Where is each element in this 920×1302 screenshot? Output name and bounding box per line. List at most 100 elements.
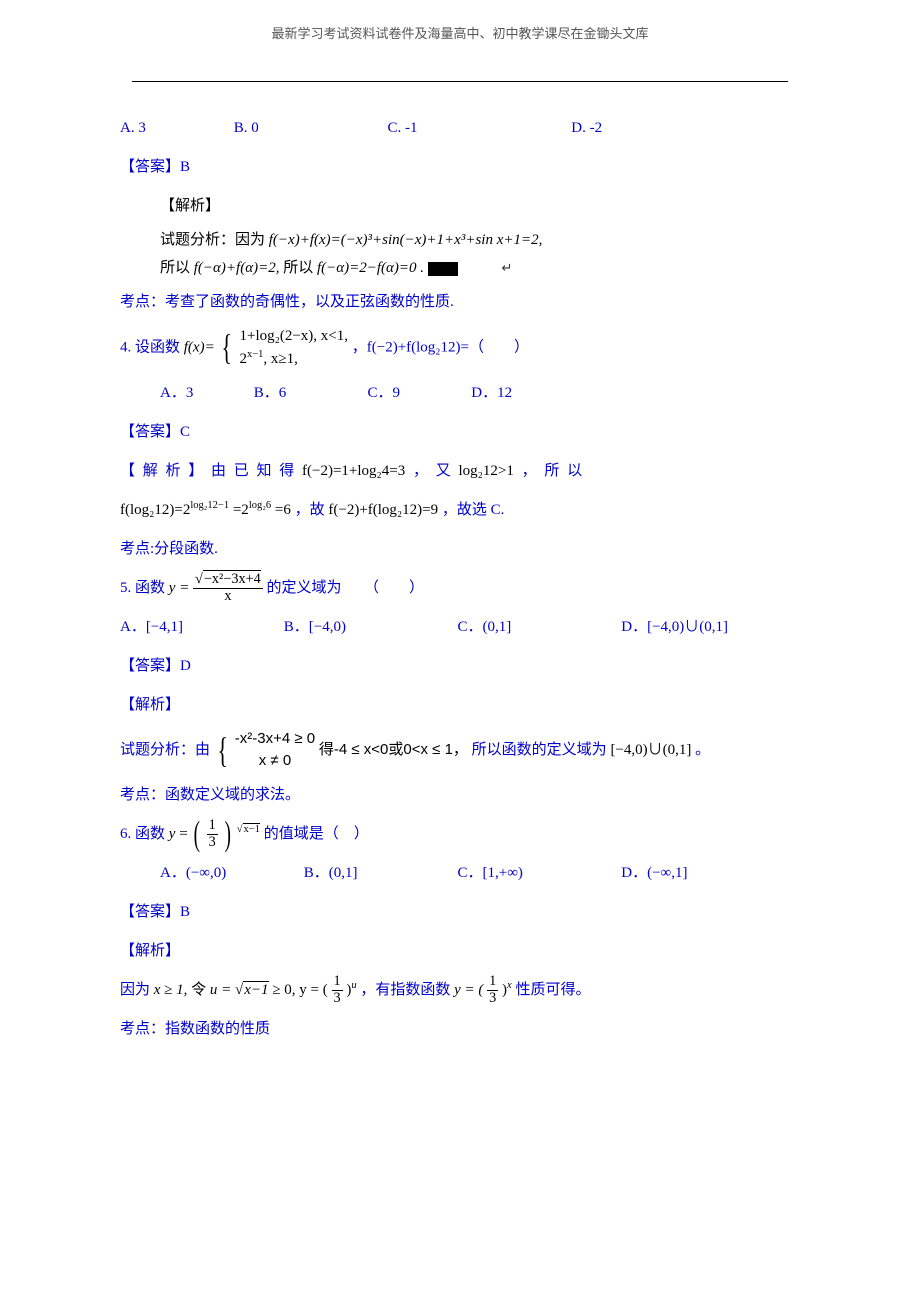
q5-options: A．[−4,1] B．[−4,0) C．(0,1] D．[−4,0)∪(0,1]	[120, 611, 800, 644]
d: 3	[487, 991, 498, 1007]
q5-jiexi-label: 【解析】	[120, 689, 800, 722]
bot: x ≠ 0	[235, 750, 315, 773]
q3-analysis-1: 试题分析：因为 f(−x)+f(x)=(−x)³+sin(−x)+1+x³+si…	[120, 229, 800, 252]
e: log₂12−1	[190, 500, 229, 511]
page-header: 最新学习考试资料试卷件及海量高中、初中教学课尽在金锄头文库	[120, 20, 800, 51]
q3-jiexi-label: 【解析】	[120, 190, 800, 223]
r: x−1	[244, 982, 268, 998]
math: f(−x)+f(x)=(−x)³+sin(−x)+1+x³+sin x+1=2,	[269, 232, 543, 248]
e: x−1	[247, 349, 263, 360]
a: f(log₂12)=2	[120, 502, 190, 518]
return-icon: ↵	[502, 260, 513, 275]
aft: 性质可得。	[515, 982, 590, 998]
mid: 得-4 ≤ x<0或0<x ≤ 1，	[319, 741, 468, 758]
m2: u =	[210, 982, 235, 998]
e: x	[507, 980, 512, 991]
q4-analysis-1: 【 解 析 】 由 已 知 得 f(−2)=1+log₂4=3 ， 又 log₂…	[120, 455, 800, 488]
q5-analysis: 试题分析：由 { -x²-3x+4 ≥ 0 x ≠ 0 得-4 ≤ x<0或0<…	[120, 728, 800, 773]
q5-opt-c: C．(0,1]	[458, 611, 618, 644]
t: ， 又	[413, 463, 451, 479]
q3-kaodian: 考点：考查了函数的奇偶性，以及正弦函数的性质.	[120, 286, 800, 319]
b: ≥ 0, y = (	[272, 982, 327, 998]
q3-opt-b: B. 0	[234, 112, 384, 145]
root: −x²−3x+4	[203, 570, 261, 587]
mid: ，有指数函数	[360, 982, 450, 998]
d: 3	[207, 835, 218, 851]
q6-opt-d: D．(−∞,1]	[621, 857, 687, 890]
q4-options: A．3 B．6 C．9 D．12	[120, 377, 800, 410]
math: f(−α)=2−f(α)=0 .	[317, 260, 424, 276]
m3: y = ( 13 )x	[454, 982, 515, 998]
document-page: 最新学习考试资料试卷件及海量高中、初中教学课尽在金锄头文库 A. 3 B. 0 …	[0, 0, 920, 1302]
fx: f(x)=	[184, 339, 215, 355]
text: 所以	[160, 260, 190, 276]
rparen-icon: )	[224, 820, 230, 849]
q5-opt-a: A．[−4,1]	[120, 611, 280, 644]
m2: f(−2)+f(log₂12)=9	[328, 502, 438, 518]
q5-stem: 5. 函数 y = √−x²−3x+4 x 的定义域为 （ ）	[120, 572, 800, 605]
case-top: 1+log₂(2−x), x<1,	[239, 328, 348, 344]
m: f(log₂12)=2log₂12−1 =2log₂6 =6	[120, 502, 295, 518]
q6-answer: 【答案】B	[120, 896, 800, 929]
case-bot: 2x−1, x≥1,	[239, 351, 297, 367]
aft: 所以函数的定义域为	[472, 742, 607, 758]
t2: ，故选 C.	[442, 502, 505, 518]
q5-pre: 函数	[135, 580, 165, 596]
q6-jiexi-label: 【解析】	[120, 935, 800, 968]
redaction-block	[428, 262, 458, 276]
q5-opt-d: D．[−4,0)∪(0,1]	[621, 611, 728, 644]
top: -x²-3x+4 ≥ 0	[235, 730, 315, 747]
text: 试题分析：因为	[160, 232, 265, 248]
e: x−1	[243, 823, 260, 835]
q4-answer: 【答案】C	[120, 416, 800, 449]
m: f(−2)=1+log₂4=3	[302, 463, 405, 479]
t: 因为	[120, 982, 150, 998]
t: 试题分析：由	[120, 742, 210, 758]
math: f(−α)+f(α)=2,	[194, 260, 280, 276]
q5-after: 的定义域为 （ ）	[267, 580, 425, 596]
q3-opt-d: D. -2	[571, 112, 602, 145]
q6-kaodian: 考点：指数函数的性质	[120, 1013, 800, 1046]
header-rule	[132, 81, 788, 82]
q5-num: 5.	[120, 580, 131, 596]
y-eq: y =	[169, 580, 193, 596]
end: 。	[695, 742, 710, 758]
q3-answer: 【答案】B	[120, 151, 800, 184]
q6-opt-a: A．(−∞,0)	[160, 857, 300, 890]
q3-opt-c: C. -1	[388, 112, 568, 145]
exponent: √x−1	[237, 823, 260, 835]
fraction: 1 3	[207, 818, 218, 850]
n: 1	[487, 974, 498, 991]
n: 1	[332, 974, 343, 991]
q4-analysis-2: f(log₂12)=2log₂12−1 =2log₂6 =6 ，故 f(−2)+…	[120, 494, 800, 527]
t: ， 所 以	[522, 463, 583, 479]
n: 1	[207, 818, 218, 835]
set: [−4,0)∪(0,1]	[610, 742, 691, 758]
cases: -x²-3x+4 ≥ 0 x ≠ 0	[235, 728, 315, 773]
q6-options: A．(−∞,0) B．(0,1] C．[1,+∞) D．(−∞,1]	[120, 857, 800, 890]
text: 所以	[283, 260, 313, 276]
frac: 13	[332, 974, 343, 1006]
b: =6	[275, 502, 291, 518]
q4-pre: 设函数	[135, 339, 180, 355]
q4-kaodian: 考点:分段函数.	[120, 533, 800, 566]
t: ，故	[295, 502, 325, 518]
frac: 13	[487, 974, 498, 1006]
q4-stem: 4. 设函数 f(x)= { 1+log₂(2−x), x<1, 2x−1, x…	[120, 325, 800, 371]
m1: x ≥ 1,	[154, 982, 188, 998]
q5-answer: 【答案】D	[120, 650, 800, 683]
math: f(x)=	[184, 339, 215, 355]
fraction: √−x²−3x+4 x	[193, 572, 263, 604]
t: 【 解 析 】 由 已 知 得	[120, 463, 294, 479]
q5-opt-b: B．[−4,0)	[284, 611, 454, 644]
y-eq: y =	[169, 826, 192, 842]
q6-stem: 6. 函数 y = ( 1 3 ) √x−1 的值域是（ ）	[120, 818, 800, 851]
cases: 1+log₂(2−x), x<1, 2x−1, x≥1,	[239, 325, 348, 371]
e2: log₂6	[249, 500, 271, 511]
q4-opt-b: B．6	[254, 377, 364, 410]
brace-icon: {	[222, 331, 232, 363]
numerator: √−x²−3x+4	[193, 572, 263, 589]
e: u	[351, 980, 356, 991]
d: 3	[332, 991, 343, 1007]
q3-opt-a: A. 3	[120, 112, 230, 145]
